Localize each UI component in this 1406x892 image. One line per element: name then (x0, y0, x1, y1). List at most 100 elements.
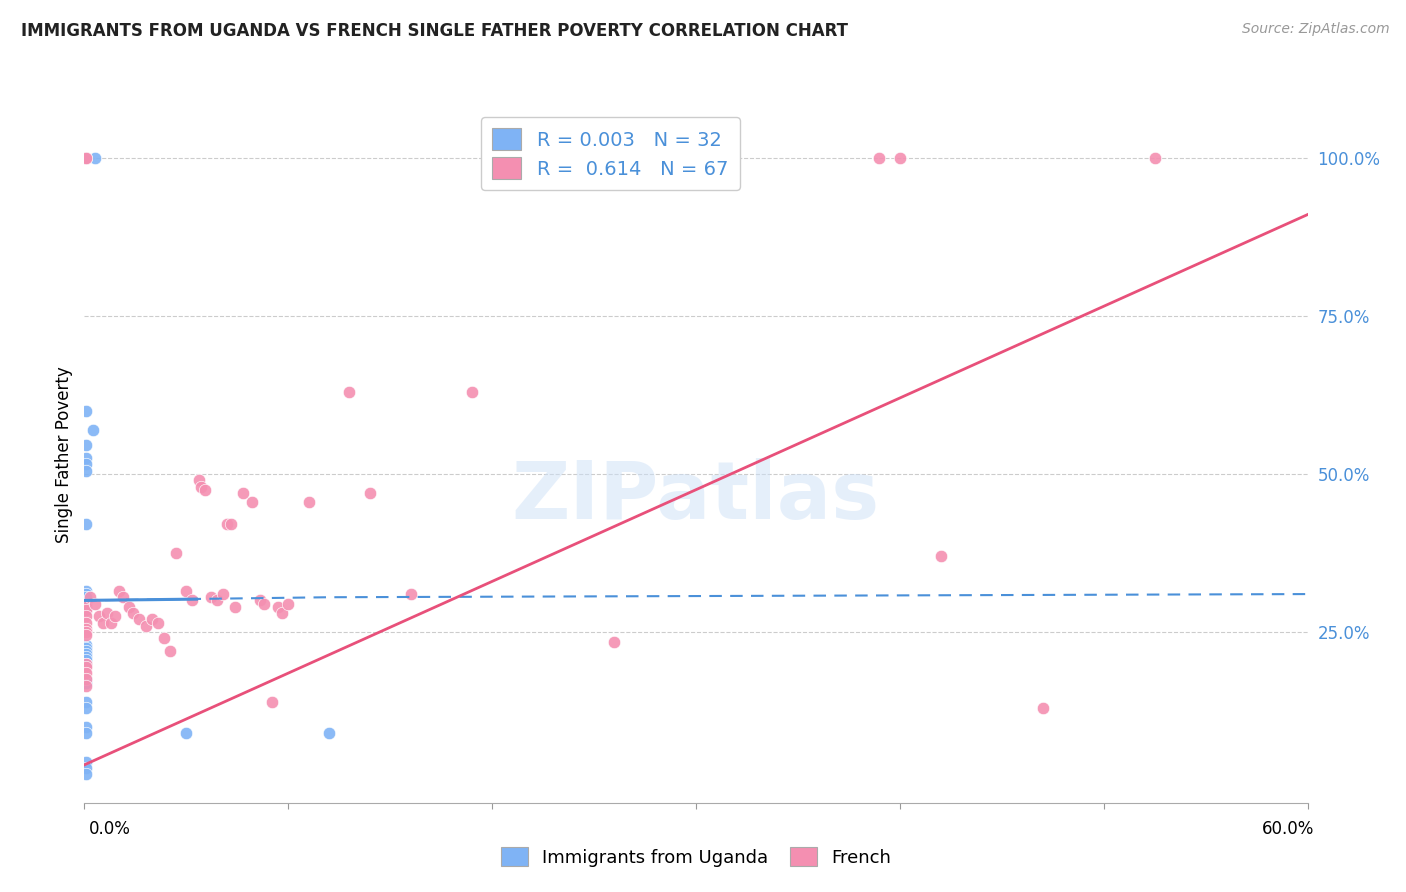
Point (118, 599, 141, 614)
Point (91, 615, 114, 630)
Point (217, 517, 239, 532)
Point (318, 726, 340, 740)
Point (253, 597, 276, 611)
Point (889, 151, 911, 165)
Point (75, 647, 97, 661)
Point (205, 593, 228, 607)
Point (75, 755, 97, 769)
Point (75, 599, 97, 614)
Point (75, 464, 97, 478)
Point (75, 628, 97, 642)
Point (75, 583, 97, 598)
Point (104, 609, 127, 624)
Point (75, 151, 97, 165)
Point (75, 673, 97, 687)
Point (153, 632, 176, 646)
Point (75, 599, 97, 614)
Point (190, 479, 212, 493)
Point (75, 438, 97, 452)
Point (75, 679, 97, 693)
Legend: Immigrants from Uganda, French: Immigrants from Uganda, French (494, 839, 898, 874)
Point (1143, 151, 1166, 165)
Point (869, 151, 891, 165)
Point (174, 583, 197, 598)
Point (135, 618, 157, 632)
Point (75, 603, 97, 617)
Point (75, 644, 97, 658)
Point (83, 151, 105, 165)
Point (298, 495, 321, 509)
Point (461, 384, 484, 399)
Point (79, 591, 101, 605)
Point (1032, 701, 1054, 715)
Point (603, 634, 626, 648)
Point (174, 726, 197, 740)
Point (181, 593, 204, 607)
Point (122, 606, 145, 620)
Text: Source: ZipAtlas.com: Source: ZipAtlas.com (1241, 22, 1389, 37)
Point (108, 583, 131, 598)
Point (75, 609, 97, 624)
Point (232, 486, 254, 500)
Point (929, 549, 952, 563)
Point (128, 612, 150, 626)
Point (75, 767, 97, 781)
Point (240, 495, 263, 509)
Point (87, 609, 110, 624)
Point (75, 657, 97, 671)
Point (75, 615, 97, 630)
Point (75, 695, 97, 709)
Point (75, 517, 97, 532)
Point (75, 640, 97, 655)
Point (277, 597, 299, 611)
Point (75, 666, 97, 681)
Point (271, 606, 294, 620)
Point (194, 483, 217, 497)
Point (267, 599, 290, 614)
Point (159, 644, 181, 658)
Point (112, 591, 135, 605)
Point (100, 615, 122, 630)
Point (212, 587, 235, 601)
Point (75, 458, 97, 472)
Point (75, 726, 97, 740)
Point (75, 451, 97, 466)
Point (75, 650, 97, 665)
Text: 60.0%: 60.0% (1263, 820, 1315, 838)
Point (75, 403, 97, 417)
Point (75, 701, 97, 715)
Point (339, 384, 360, 399)
Point (75, 761, 97, 775)
Point (75, 657, 97, 671)
Text: ZIPatlas: ZIPatlas (512, 458, 880, 536)
Y-axis label: Single Father Poverty: Single Father Poverty (55, 367, 73, 543)
Point (75, 587, 97, 601)
Point (165, 546, 187, 560)
Point (224, 599, 246, 614)
Point (75, 660, 97, 674)
Point (75, 591, 97, 605)
Point (219, 517, 242, 532)
Point (200, 591, 222, 605)
Point (75, 597, 97, 611)
Point (75, 673, 97, 687)
Point (359, 486, 381, 500)
Point (75, 653, 97, 667)
Point (75, 675, 97, 690)
Point (187, 473, 209, 487)
Point (75, 151, 97, 165)
Point (75, 603, 97, 617)
Point (75, 151, 97, 165)
Text: 0.0%: 0.0% (89, 820, 131, 838)
Text: IMMIGRANTS FROM UGANDA VS FRENCH SINGLE FATHER POVERTY CORRELATION CHART: IMMIGRANTS FROM UGANDA VS FRENCH SINGLE … (21, 22, 848, 40)
Point (249, 593, 271, 607)
Point (146, 615, 169, 630)
Point (399, 587, 422, 601)
Point (75, 622, 97, 636)
Point (260, 695, 283, 709)
Point (75, 625, 97, 640)
Point (82, 423, 104, 437)
Point (75, 638, 97, 652)
Point (141, 612, 163, 626)
Point (75, 720, 97, 734)
